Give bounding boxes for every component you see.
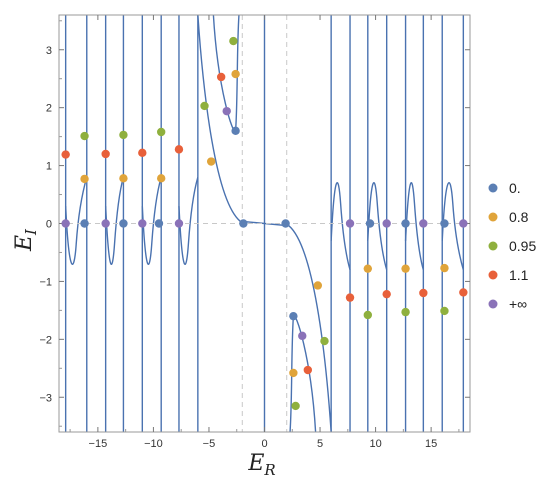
legend-marker xyxy=(488,241,498,251)
data-point-series-4 xyxy=(61,219,70,228)
y-tick-label: 1 xyxy=(46,161,52,173)
data-point-series-1 xyxy=(156,174,166,183)
data-point-series-4 xyxy=(101,219,110,228)
y-axis-label-main: E xyxy=(12,235,37,252)
curve-loop xyxy=(367,182,388,271)
data-points xyxy=(61,36,468,411)
data-point-series-4 xyxy=(459,219,468,228)
legend: 0. 0.8 0.95 1.1 +∞ xyxy=(488,180,536,312)
data-point-series-0 xyxy=(401,219,410,228)
data-point-series-3 xyxy=(138,148,147,158)
data-point-series-0 xyxy=(154,219,164,228)
data-point-series-0 xyxy=(440,219,449,228)
x-tick-label: 5 xyxy=(317,438,323,450)
data-point-series-3 xyxy=(61,150,70,159)
data-point-series-2 xyxy=(119,130,128,140)
data-point-series-4 xyxy=(419,219,428,228)
curve-loop xyxy=(330,182,351,271)
curve-loop xyxy=(141,176,162,265)
data-point-series-1 xyxy=(313,281,323,290)
x-tick-label: −15 xyxy=(89,438,108,450)
data-point-series-2 xyxy=(80,131,89,141)
legend-label: 1.1 xyxy=(509,267,529,283)
y-axis-label: EI xyxy=(12,228,40,252)
data-point-series-3 xyxy=(419,288,428,298)
data-point-series-0 xyxy=(119,219,128,228)
x-tick-label: −5 xyxy=(203,438,216,450)
data-point-series-2 xyxy=(229,36,238,46)
data-point-series-1 xyxy=(231,69,240,79)
x-tick-label: 15 xyxy=(425,438,437,450)
x-axis-label: ER xyxy=(247,451,275,479)
y-tick-label: −3 xyxy=(39,392,52,404)
legend-marker xyxy=(488,299,498,309)
legend-label: 0. xyxy=(509,180,521,196)
curve-loop xyxy=(64,176,88,265)
data-point-series-3 xyxy=(459,288,468,297)
legend-marker xyxy=(488,183,498,193)
curve-loop xyxy=(104,176,125,265)
data-point-series-0 xyxy=(289,311,298,321)
data-point-series-2 xyxy=(200,101,209,111)
legend-label: +∞ xyxy=(509,296,527,312)
data-point-series-1 xyxy=(289,368,298,378)
data-point-series-2 xyxy=(401,307,410,317)
y-tick-label: −1 xyxy=(39,276,52,288)
data-point-series-0 xyxy=(231,126,240,136)
data-point-series-1 xyxy=(401,264,410,273)
x-tick-label: 0 xyxy=(261,438,267,450)
data-point-series-3 xyxy=(216,72,226,82)
legend-marker xyxy=(488,212,498,222)
y-tick-label: 3 xyxy=(46,45,52,57)
data-point-series-1 xyxy=(206,157,216,166)
data-point-series-0 xyxy=(365,219,375,228)
data-point-series-1 xyxy=(119,174,128,183)
legend-label: 0.8 xyxy=(509,209,529,225)
data-point-series-1 xyxy=(440,263,449,273)
x-tick-label: 10 xyxy=(369,438,381,450)
x-axis-label-main: E xyxy=(247,451,264,476)
data-point-series-2 xyxy=(320,336,329,346)
data-point-series-2 xyxy=(440,306,449,316)
data-point-series-4 xyxy=(382,219,391,228)
data-point-series-3 xyxy=(382,289,391,299)
curve-loop xyxy=(404,182,425,271)
legend-label: 0.95 xyxy=(509,238,536,254)
x-axis-label-sub: R xyxy=(263,461,275,479)
data-point-series-4 xyxy=(298,331,307,341)
data-point-series-3 xyxy=(345,293,355,302)
data-point-series-4 xyxy=(222,106,231,116)
data-point-series-1 xyxy=(80,174,89,184)
y-tick-label: 2 xyxy=(46,103,52,115)
data-point-series-0 xyxy=(281,219,290,228)
data-point-series-2 xyxy=(291,401,300,411)
data-point-series-3 xyxy=(303,365,313,375)
data-point-series-4 xyxy=(138,219,147,228)
data-point-series-2 xyxy=(156,127,166,137)
y-tick-label: 0 xyxy=(46,219,52,231)
data-point-series-3 xyxy=(101,149,110,159)
y-axis-label-sub: I xyxy=(22,228,40,236)
data-point-series-4 xyxy=(174,219,184,228)
data-point-series-4 xyxy=(345,219,355,228)
legend-marker xyxy=(488,270,498,280)
data-point-series-0 xyxy=(80,219,89,228)
curve-loop xyxy=(441,182,465,271)
y-tick-label: −2 xyxy=(39,334,52,346)
curve-loop xyxy=(178,176,199,265)
data-point-series-3 xyxy=(174,145,184,154)
curve-central xyxy=(197,15,332,432)
data-point-series-1 xyxy=(363,264,373,273)
data-point-series-0 xyxy=(239,219,248,228)
x-tick-label: −10 xyxy=(144,438,163,450)
data-point-series-2 xyxy=(363,310,373,320)
